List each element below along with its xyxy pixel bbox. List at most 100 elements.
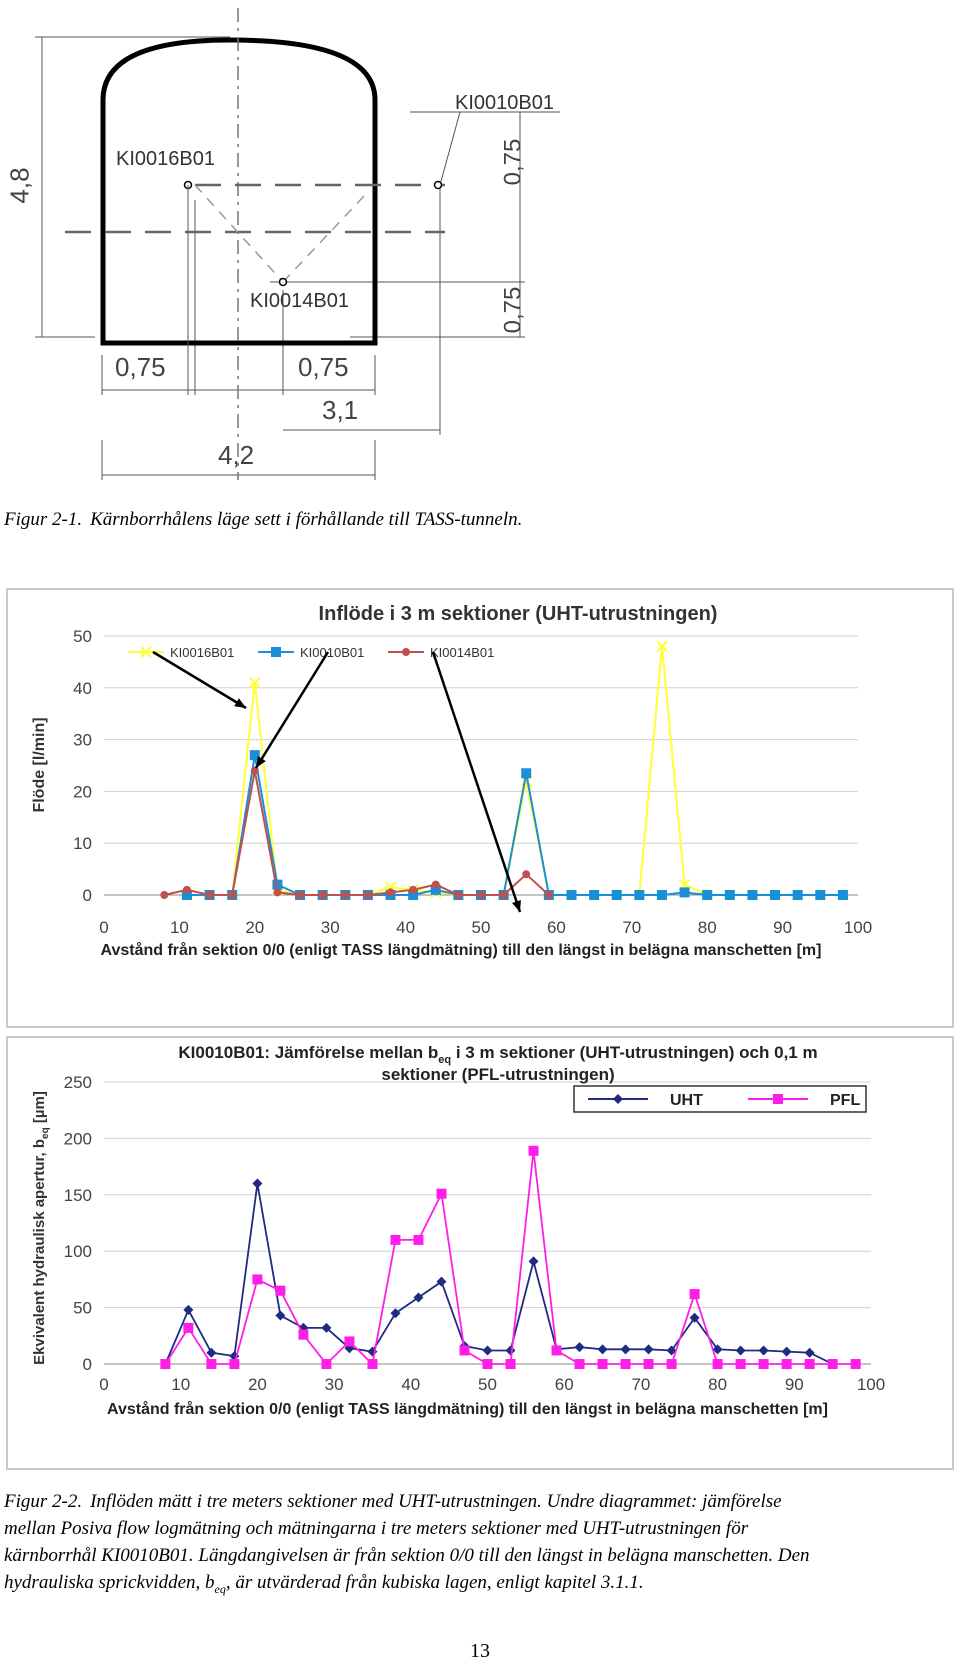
data-point — [296, 891, 305, 899]
series-UHT — [160, 1178, 838, 1369]
x-axis-label: Avstånd från sektion 0/0 (enligt TASS lä… — [107, 1400, 828, 1418]
data-point — [522, 870, 531, 879]
x-tick-label: 20 — [245, 918, 264, 937]
dim-mid-label: 0,75 — [298, 352, 349, 382]
legend-marker — [402, 648, 410, 656]
legend: KI0016B01 KI0010B01 KI0014B01 — [128, 645, 494, 660]
figure-2-2-caption: Figur 2-2. Inflöden mätt i tre meters sek… — [4, 1488, 954, 1603]
data-point — [712, 1359, 723, 1369]
data-point — [712, 1344, 723, 1355]
y-tick-label: 200 — [64, 1129, 92, 1148]
x-tick-label: 60 — [547, 918, 566, 937]
data-point — [656, 640, 668, 653]
y-tick-label: 40 — [73, 679, 92, 698]
data-point — [574, 1359, 585, 1369]
data-point — [815, 890, 826, 900]
data-point — [160, 891, 169, 899]
x-tick-label: 40 — [401, 1375, 420, 1394]
legend-label: KI0014B01 — [430, 645, 494, 660]
chart-title: Inflöde i 3 m sektioner (UHT-utrustninge… — [319, 603, 718, 625]
data-point — [367, 1359, 378, 1369]
data-point — [643, 1344, 654, 1355]
data-point — [597, 1344, 608, 1355]
y-axis-label-part: Ekvivalent hydraulisk apertur, b — [31, 1139, 48, 1365]
series-line — [186, 646, 843, 896]
figure-2-2-caption-sub: eq — [214, 1581, 226, 1596]
x-tick-label: 0 — [99, 918, 108, 937]
y-tick-label: 50 — [73, 627, 92, 646]
legend-label: KI0016B01 — [170, 645, 234, 660]
data-point — [298, 1322, 309, 1333]
y-tick-label: 150 — [64, 1186, 92, 1205]
data-point — [735, 1345, 746, 1356]
y-tick-label: 10 — [73, 834, 92, 853]
data-point — [344, 1336, 355, 1347]
data-point — [390, 1308, 401, 1319]
data-point — [528, 1256, 539, 1267]
data-point — [597, 1359, 608, 1369]
x-tick-label: 80 — [698, 918, 717, 937]
data-point — [321, 1322, 332, 1333]
chart-title-part: i 3 m sektioner (UHT-utrustningen) och 0… — [451, 1043, 818, 1062]
x-tick-label: 30 — [325, 1375, 344, 1394]
data-point — [409, 885, 418, 894]
y-axis-label: Flöde [l/min] — [31, 717, 48, 812]
chart-inflow-frame: 0 10 20 30 40 50 0 10 20 30 40 50 60 70 80 90 100 Avstånd… — [6, 588, 954, 1028]
data-point — [321, 1359, 332, 1369]
figure-2-1-caption-label: Figur 2-1. — [4, 509, 83, 530]
data-point — [431, 880, 440, 889]
series-line — [164, 770, 550, 896]
data-point — [413, 1234, 424, 1245]
data-point — [505, 1345, 516, 1356]
data-point — [689, 1289, 700, 1300]
y-tick-label: 0 — [83, 886, 92, 905]
data-point — [250, 766, 259, 775]
data-point — [758, 1345, 769, 1356]
data-point — [275, 1285, 286, 1296]
data-point — [499, 891, 508, 899]
legend-label: UHT — [670, 1092, 703, 1109]
data-point — [702, 890, 713, 900]
data-point — [205, 891, 214, 899]
data-point — [643, 1359, 654, 1369]
data-point — [183, 1304, 194, 1315]
data-point — [181, 890, 192, 900]
dim-left-label: 0,75 — [115, 352, 166, 382]
x-tick-label: 50 — [472, 918, 491, 937]
data-point — [436, 1276, 447, 1287]
figure-2-2-caption-line-3: kärnborrhål KI0010B01. Längdangivelsen ä… — [4, 1545, 810, 1566]
dim-height-label: 4,8 — [4, 167, 35, 204]
figure-2-2-caption-line-2: mellan Posiva flow logmätning och mätnin… — [4, 1518, 749, 1539]
data-point — [689, 1312, 700, 1323]
data-point — [837, 890, 848, 900]
x-tick-label: 10 — [170, 918, 189, 937]
x-tick-label: 50 — [478, 1375, 497, 1394]
legend-marker — [613, 1094, 623, 1104]
legend-marker — [271, 647, 281, 657]
annotation-arrowhead — [234, 698, 246, 708]
data-point — [589, 890, 600, 900]
chart-title-line-2: sektioner (PFL-utrustningen) — [381, 1065, 614, 1084]
data-point — [298, 1329, 309, 1340]
legend: UHT PFL — [573, 1085, 867, 1113]
chart-inflow: 0 10 20 30 40 50 0 10 20 30 40 50 60 70 80 90 100 Avstånd… — [31, 603, 872, 959]
data-point — [620, 1359, 631, 1369]
data-point — [724, 890, 735, 900]
y-axis-label-sub: eq — [40, 1127, 51, 1139]
chart-aperture-frame: 0 50 100 150 200 250 0 10 20 30 40 50 60 70 80 90 100 Avs… — [6, 1036, 954, 1470]
hole-ki0016b01-label: KI0016B01 — [116, 148, 215, 170]
y-tick-label: 50 — [73, 1299, 92, 1318]
data-point — [272, 879, 283, 890]
y-axis-label-part: [µm] — [31, 1091, 48, 1127]
data-point — [482, 1359, 493, 1369]
data-point — [804, 1359, 815, 1369]
series-KI0010B01 — [181, 750, 848, 900]
y-tick-label: 0 — [83, 1355, 92, 1374]
dim-vertical-bottom-label: 0,75 — [499, 286, 527, 334]
annotation-arrow — [152, 650, 247, 710]
y-tick-label: 100 — [64, 1242, 92, 1261]
figure-2-1-caption-text: Kärnborrhålens läge sett i förhållande t… — [90, 509, 523, 530]
data-point — [318, 891, 327, 899]
data-point — [206, 1347, 217, 1358]
data-point — [390, 1234, 401, 1245]
